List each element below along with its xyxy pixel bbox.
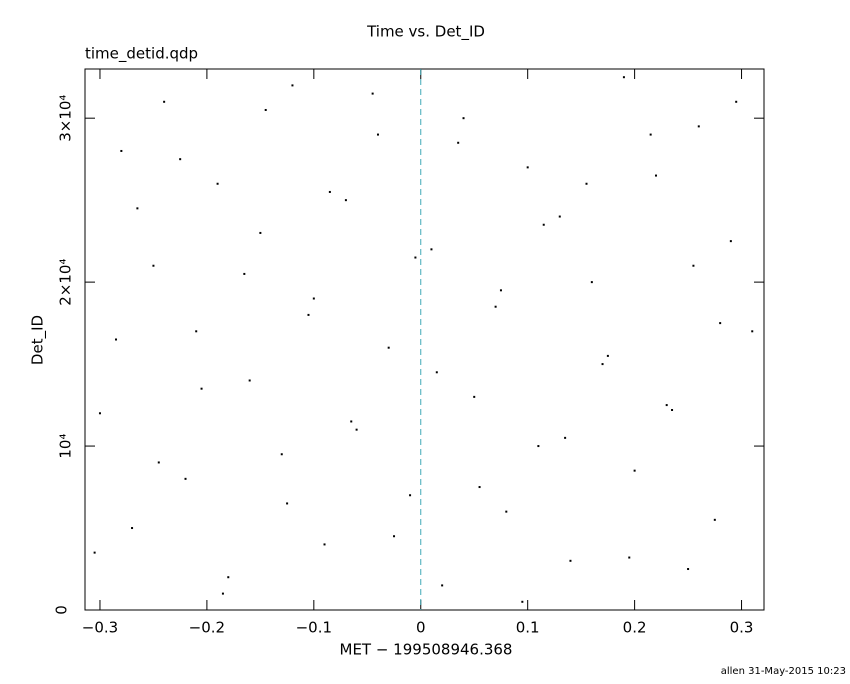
point: [719, 322, 722, 325]
point: [312, 297, 315, 300]
point: [200, 387, 203, 390]
point: [328, 190, 331, 193]
point: [323, 543, 326, 546]
chart-subtitle: time_detid.qdp: [85, 45, 198, 64]
point: [264, 108, 267, 111]
point: [157, 461, 160, 464]
point: [393, 535, 396, 538]
point: [414, 256, 417, 259]
point: [751, 330, 754, 333]
x-tick-label: 0.2: [623, 619, 647, 637]
point: [735, 100, 738, 103]
point: [622, 76, 625, 79]
y-tick-label: 3×10⁴: [57, 95, 75, 142]
point: [606, 354, 609, 357]
point: [152, 264, 155, 267]
point: [633, 469, 636, 472]
point: [98, 412, 101, 415]
point: [195, 330, 198, 333]
point: [462, 117, 465, 120]
point: [259, 231, 262, 234]
point: [435, 371, 438, 374]
point: [665, 404, 668, 407]
x-tick-label: −0.3: [82, 619, 118, 637]
point: [163, 100, 166, 103]
point: [729, 240, 732, 243]
point: [120, 149, 123, 152]
point: [371, 92, 374, 95]
point: [537, 445, 540, 448]
plot-frame: [84, 68, 765, 611]
point: [387, 346, 390, 349]
point: [692, 264, 695, 267]
point: [585, 182, 588, 185]
point: [569, 559, 572, 562]
point: [590, 281, 593, 284]
point: [601, 363, 604, 366]
point: [521, 600, 524, 603]
point: [184, 477, 187, 480]
point: [355, 428, 358, 431]
point: [350, 420, 353, 423]
y-tick-label: 2×10⁴: [57, 259, 75, 306]
point: [307, 313, 310, 316]
point: [671, 408, 674, 411]
point: [280, 453, 283, 456]
point: [526, 166, 529, 169]
y-tick-label: 10⁴: [57, 434, 75, 459]
point: [93, 551, 96, 554]
point: [499, 289, 502, 292]
x-tick-label: 0.1: [516, 619, 540, 637]
point: [494, 305, 497, 308]
point: [243, 272, 246, 275]
x-tick-label: −0.2: [189, 619, 225, 637]
x-tick-label: 0: [416, 619, 426, 637]
x-axis-label: MET − 199508946.368: [340, 641, 513, 659]
point: [505, 510, 508, 513]
point: [687, 568, 690, 571]
point: [286, 502, 289, 505]
point: [430, 248, 433, 251]
point: [542, 223, 545, 226]
point: [216, 182, 219, 185]
point: [478, 486, 481, 489]
x-tick-label: −0.1: [296, 619, 332, 637]
y-axis-label: Det_ID: [29, 315, 48, 365]
point: [649, 133, 652, 136]
point: [248, 379, 251, 382]
point: [136, 207, 139, 210]
point: [115, 338, 118, 341]
point: [655, 174, 658, 177]
point: [564, 436, 567, 439]
chart-title: Time vs. Det_ID: [366, 23, 485, 42]
point: [697, 125, 700, 128]
point: [227, 576, 230, 579]
point: [457, 141, 460, 144]
point: [441, 584, 444, 587]
point: [376, 133, 379, 136]
point: [131, 527, 134, 530]
point: [713, 518, 716, 521]
point: [628, 556, 631, 559]
point: [409, 494, 412, 497]
footer: allen 31-May-2015 10:23: [721, 666, 846, 677]
point: [473, 395, 476, 398]
point: [558, 215, 561, 218]
y-tick-label: 0: [53, 605, 71, 615]
x-tick-label: 0.3: [730, 619, 754, 637]
point: [179, 158, 182, 161]
point: [221, 592, 224, 595]
point: [291, 84, 294, 87]
point: [344, 199, 347, 202]
